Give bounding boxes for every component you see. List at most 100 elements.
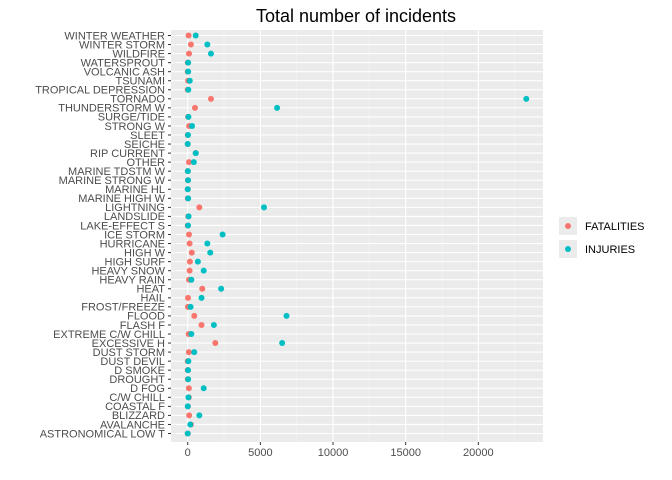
y-tick-label: DROUGHT (109, 374, 165, 386)
point-injuries (204, 240, 211, 247)
point-injuries (261, 204, 267, 211)
point-injuries (207, 50, 214, 57)
point-injuries (184, 141, 191, 148)
y-tick-label: HEAVY SNOW (91, 265, 165, 277)
point-injuries (218, 285, 225, 292)
x-tick-label: 0 (185, 447, 191, 459)
point-fatalities (188, 249, 195, 256)
point-injuries (523, 95, 530, 102)
point-injuries (185, 213, 192, 220)
data-points (184, 32, 530, 437)
point-injuries (192, 150, 199, 157)
y-tick-label: MARINE STRONG W (59, 175, 166, 187)
point-injuries (184, 186, 191, 193)
point-injuries (188, 331, 195, 337)
y-tick-label: HAIL (141, 293, 165, 305)
y-tick-label: HIGH SURF (105, 256, 166, 268)
y-tick-label: HEAVY RAIN (99, 275, 165, 287)
point-injuries (188, 276, 195, 283)
y-tick-label: D FOG (130, 383, 165, 395)
point-injuries (207, 249, 214, 256)
point-fatalities (212, 340, 219, 347)
y-tick-label: STRONG W (105, 121, 166, 133)
legend-label-fatalities: FATALITIES (585, 221, 645, 233)
y-tick-label: WINTER WEATHER (64, 30, 165, 42)
point-injuries (219, 231, 226, 238)
y-tick-label: AVALANCHE (100, 419, 165, 431)
plot-panel (171, 30, 543, 442)
y-tick-label: TORNADO (110, 94, 165, 106)
point-injuries (192, 32, 199, 39)
x-tick-label: 15000 (390, 447, 421, 459)
point-fatalities (207, 95, 214, 102)
point-injuries (191, 349, 198, 356)
y-tick-label: EXTREME C/W CHILL (53, 329, 165, 341)
point-injuries (185, 68, 192, 75)
point-fatalities (186, 231, 193, 238)
point-fatalities (191, 312, 198, 319)
point-fatalities (187, 41, 194, 48)
point-injuries (200, 385, 207, 392)
point-injuries (210, 321, 217, 328)
x-tick-label: 10000 (318, 447, 349, 459)
point-injuries (185, 367, 192, 374)
y-tick-label: MARINE HIGH W (78, 193, 165, 205)
legend-label-injuries: INJURIES (585, 244, 635, 256)
point-fatalities (186, 240, 193, 247)
point-injuries (187, 303, 194, 310)
y-tick-label: RIP CURRENT (90, 148, 165, 160)
point-fatalities (185, 294, 192, 301)
point-fatalities (185, 32, 192, 39)
y-tick-label: LAKE-EFFECT S (80, 220, 165, 232)
point-injuries (186, 77, 193, 84)
y-tick-label: FROST/FREEZE (81, 302, 165, 314)
y-tick-label: DUST STORM (93, 347, 165, 359)
x-tick-label: 20000 (463, 447, 494, 459)
y-tick-label: LIGHTNING (105, 202, 165, 214)
point-fatalities (185, 349, 192, 356)
point-fatalities (186, 50, 193, 57)
point-injuries (184, 430, 191, 437)
y-tick-label: OTHER (127, 157, 166, 169)
point-fatalities (186, 412, 193, 419)
point-injuries (185, 59, 192, 66)
point-injuries (274, 104, 281, 111)
y-tick-label: HIGH W (124, 247, 166, 259)
legend: FATALITIES INJURIES (559, 217, 645, 258)
grid-major (171, 30, 543, 442)
point-injuries (200, 267, 207, 274)
y-tick-label: MARINE TDSTM W (68, 166, 166, 178)
point-injuries (185, 222, 192, 229)
y-tick-label: VOLCANIC ASH (84, 66, 165, 78)
point-injuries (185, 132, 192, 138)
y-tick-label: HEAT (136, 284, 165, 296)
y-tick-label: LANDSLIDE (104, 211, 165, 223)
point-fatalities (199, 285, 206, 292)
y-tick-label: WILDFIRE (112, 48, 165, 60)
y-tick-label: TROPICAL DEPRESSION (35, 85, 165, 97)
y-tick-label: WINTER STORM (79, 39, 165, 51)
y-tick-label: TSUNAMI (116, 76, 166, 88)
y-tick-label: SEICHE (124, 139, 165, 151)
point-injuries (185, 376, 192, 383)
chart-title: Total number of incidents (256, 6, 456, 26)
y-tick-label: ICE STORM (104, 229, 165, 241)
point-fatalities (186, 258, 193, 265)
y-tick-label: SURGE/TIDE (98, 112, 165, 124)
point-fatalities (186, 267, 193, 274)
point-injuries (185, 394, 192, 401)
y-tick-label: ASTRONOMICAL LOW T (40, 428, 166, 440)
point-injuries (185, 195, 192, 202)
point-fatalities (191, 104, 198, 111)
point-injuries (185, 113, 192, 120)
y-tick-label: WATERSPROUT (81, 57, 166, 69)
y-tick-label: BLIZZARD (112, 410, 165, 422)
point-injuries (190, 159, 197, 166)
y-tick-label: EXCESSIVE H (92, 338, 165, 350)
point-injuries (185, 86, 192, 93)
point-injuries (279, 340, 286, 347)
y-tick-label: HURRICANE (100, 238, 165, 250)
point-injuries (185, 177, 192, 184)
